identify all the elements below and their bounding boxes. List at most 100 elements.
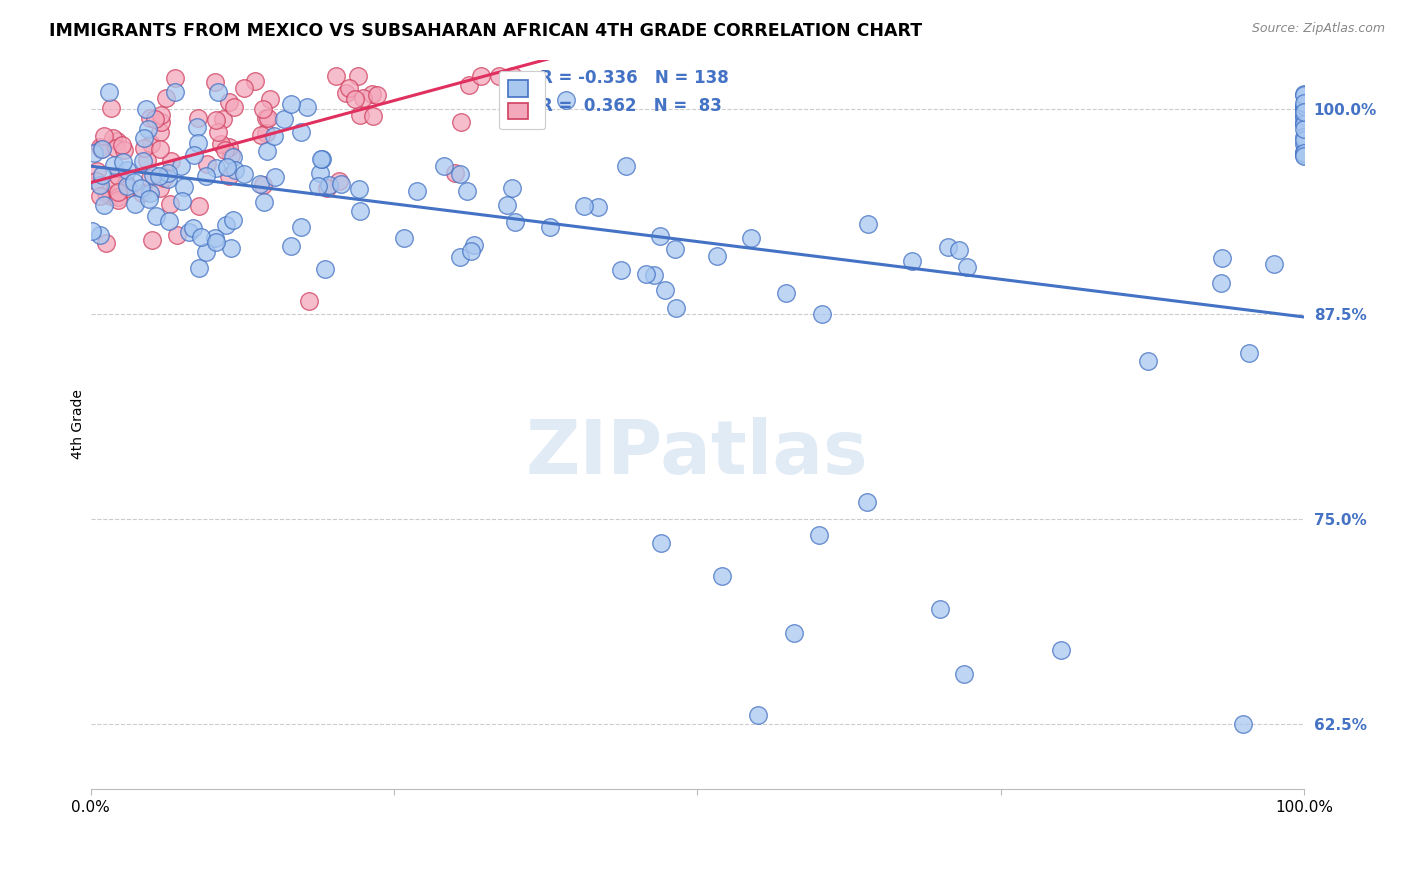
Point bbox=[449, 167, 471, 181]
Point bbox=[1292, 145, 1315, 160]
Point bbox=[112, 143, 135, 157]
Point bbox=[1292, 110, 1315, 124]
Point bbox=[463, 238, 485, 252]
Point bbox=[90, 168, 112, 182]
Point bbox=[610, 262, 633, 277]
Point bbox=[953, 667, 976, 681]
Point bbox=[149, 108, 172, 122]
Point bbox=[249, 177, 271, 191]
Point bbox=[186, 120, 208, 134]
Point bbox=[538, 219, 561, 234]
Point bbox=[502, 69, 524, 83]
Point bbox=[280, 238, 302, 252]
Point bbox=[111, 138, 134, 153]
Point bbox=[218, 169, 240, 183]
Point bbox=[131, 186, 153, 200]
Point bbox=[209, 137, 232, 152]
Point bbox=[129, 181, 152, 195]
Point bbox=[1292, 149, 1315, 163]
Point bbox=[89, 227, 111, 242]
Point bbox=[204, 161, 226, 175]
Point bbox=[634, 267, 657, 281]
Text: Source: ZipAtlas.com: Source: ZipAtlas.com bbox=[1251, 22, 1385, 36]
Point bbox=[1292, 147, 1315, 161]
Point bbox=[221, 148, 243, 162]
Point bbox=[344, 92, 367, 106]
Point bbox=[221, 241, 243, 255]
Point bbox=[214, 218, 236, 232]
Point bbox=[280, 97, 302, 112]
Point bbox=[214, 143, 236, 157]
Point bbox=[89, 139, 111, 153]
Point bbox=[194, 169, 217, 183]
Point bbox=[936, 240, 959, 254]
Point bbox=[329, 177, 352, 191]
Point bbox=[218, 140, 240, 154]
Point bbox=[710, 569, 733, 583]
Point bbox=[149, 181, 172, 195]
Point bbox=[1263, 256, 1285, 270]
Legend: , : , bbox=[499, 70, 544, 128]
Point bbox=[143, 112, 166, 127]
Point bbox=[148, 169, 170, 184]
Point bbox=[1292, 133, 1315, 147]
Point bbox=[311, 152, 333, 166]
Point bbox=[643, 268, 665, 283]
Point bbox=[181, 220, 204, 235]
Point bbox=[309, 166, 332, 180]
Point bbox=[93, 197, 115, 211]
Point bbox=[101, 131, 124, 145]
Point bbox=[254, 111, 277, 125]
Point bbox=[1239, 346, 1261, 360]
Point bbox=[204, 231, 226, 245]
Point bbox=[156, 166, 179, 180]
Point bbox=[114, 176, 136, 190]
Point bbox=[160, 153, 183, 168]
Point bbox=[187, 260, 209, 275]
Point bbox=[948, 244, 970, 258]
Point bbox=[406, 184, 429, 198]
Point bbox=[450, 115, 472, 129]
Point bbox=[195, 156, 218, 170]
Point bbox=[204, 75, 226, 89]
Point bbox=[648, 229, 671, 244]
Point bbox=[166, 227, 188, 242]
Text: IMMIGRANTS FROM MEXICO VS SUBSAHARAN AFRICAN 4TH GRADE CORRELATION CHART: IMMIGRANTS FROM MEXICO VS SUBSAHARAN AFR… bbox=[49, 22, 922, 40]
Point bbox=[315, 181, 337, 195]
Point bbox=[456, 184, 478, 198]
Point bbox=[1209, 276, 1232, 290]
Point bbox=[139, 137, 162, 152]
Point bbox=[349, 108, 371, 122]
Point bbox=[1211, 252, 1233, 266]
Point bbox=[89, 178, 111, 193]
Point bbox=[1292, 100, 1315, 114]
Point bbox=[1232, 716, 1254, 731]
Point bbox=[555, 94, 578, 108]
Point bbox=[86, 164, 108, 178]
Point bbox=[298, 293, 321, 308]
Point bbox=[117, 163, 139, 178]
Point bbox=[104, 178, 127, 192]
Text: R =  0.362   N =  83: R = 0.362 N = 83 bbox=[540, 96, 721, 115]
Point bbox=[135, 102, 157, 116]
Point bbox=[252, 195, 274, 210]
Point bbox=[460, 244, 482, 258]
Point bbox=[349, 182, 371, 196]
Point bbox=[100, 189, 122, 203]
Point bbox=[654, 283, 676, 297]
Point bbox=[1050, 642, 1073, 657]
Point bbox=[664, 242, 686, 256]
Point bbox=[1292, 96, 1315, 111]
Point bbox=[218, 95, 240, 109]
Point bbox=[217, 160, 239, 174]
Point bbox=[470, 69, 492, 83]
Point bbox=[94, 186, 117, 201]
Point bbox=[503, 215, 526, 229]
Point bbox=[1292, 117, 1315, 131]
Point bbox=[94, 235, 117, 250]
Point bbox=[1292, 115, 1315, 129]
Point bbox=[1292, 87, 1315, 101]
Point bbox=[501, 181, 523, 195]
Point bbox=[352, 91, 374, 105]
Point bbox=[159, 197, 181, 211]
